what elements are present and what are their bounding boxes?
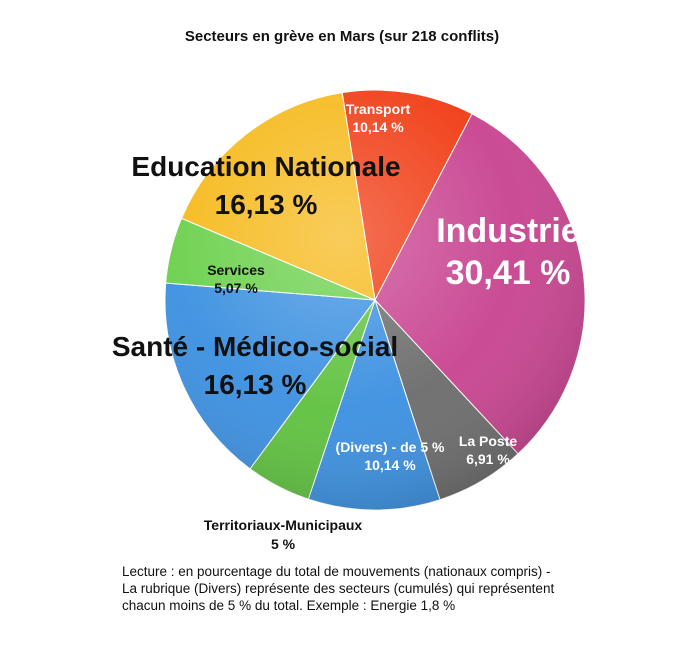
slice-value-sant-m-dico-social: 16,13 %	[204, 369, 307, 400]
reading-note-line-3: chacun moins de 5 % du total. Exemple : …	[122, 598, 456, 613]
slice-value-divers-de-5: 10,14 %	[364, 457, 416, 473]
slice-name-la-poste: La Poste	[459, 433, 518, 449]
slice-value-education-nationale: 16,13 %	[215, 189, 318, 220]
slice-name-industrie: Industrie	[436, 212, 580, 250]
slice-name-services: Services	[207, 262, 265, 278]
slice-name-territoriaux-municipaux: Territoriaux-Municipaux	[204, 517, 363, 533]
slice-value-services: 5,07 %	[214, 280, 258, 296]
slice-name-divers-de-5: (Divers) - de 5 %	[336, 439, 445, 455]
slice-name-transport: Transport	[346, 101, 411, 117]
chart-title: Secteurs en grève en Mars (sur 218 confl…	[184, 28, 500, 45]
slice-value-la-poste: 6,91 %	[466, 451, 510, 467]
slice-name-sant-m-dico-social: Santé - Médico-social	[112, 331, 398, 362]
slice-name-education-nationale: Education Nationale	[131, 151, 400, 182]
slice-value-industrie: 30,41 %	[446, 254, 571, 292]
reading-note: Lecture : en pourcentage du total de mou…	[122, 563, 642, 614]
reading-note-line-2: La rubrique (Divers) représente des sect…	[122, 581, 555, 596]
reading-note-line-1: Lecture : en pourcentage du total de mou…	[122, 564, 551, 579]
slice-value-territoriaux-municipaux: 5 %	[271, 536, 296, 552]
slice-value-transport: 10,14 %	[352, 119, 404, 135]
